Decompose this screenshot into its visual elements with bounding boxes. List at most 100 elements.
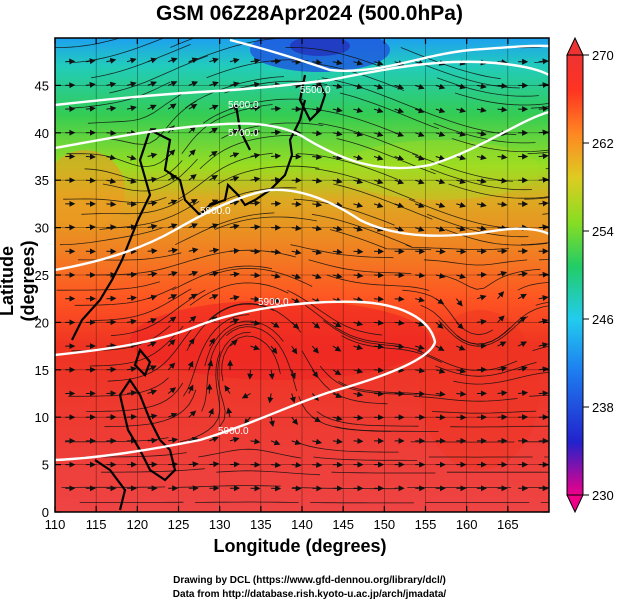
wind-vector	[435, 83, 446, 90]
wind-vector	[188, 337, 195, 347]
wind-vector	[332, 369, 342, 376]
height-contours	[55, 38, 549, 462]
contour-5500	[229, 38, 549, 72]
colorbar-tick-label: 254	[592, 224, 614, 239]
wind-vector	[497, 315, 505, 323]
colorbar-tick-label: 238	[592, 400, 614, 415]
colorbar-bottom-cap	[566, 494, 584, 514]
streamline	[196, 187, 297, 215]
x-tick-label: 135	[250, 517, 272, 532]
colorbar-top-cap	[566, 36, 584, 56]
wind-vector	[147, 104, 157, 111]
wind-vector	[268, 417, 275, 427]
wind-vector	[187, 360, 194, 371]
streamline	[110, 289, 206, 337]
wind-vector	[353, 296, 364, 303]
streamline	[298, 396, 392, 432]
wind-vector	[476, 154, 487, 161]
y-axis: 0 5 10 15 20 25 30 35 40 45	[35, 78, 549, 520]
wind-vector	[353, 202, 364, 208]
wind-vector	[270, 321, 280, 328]
wind-vector	[476, 201, 487, 208]
wind-vector	[497, 59, 508, 66]
streamline	[527, 151, 549, 155]
wind-vector	[332, 225, 343, 232]
wind-vector	[167, 103, 177, 110]
streamline	[107, 325, 195, 382]
streamline	[318, 122, 419, 156]
x-axis-title: Longitude (degrees)	[213, 536, 387, 556]
streamline	[305, 304, 402, 345]
wind-vector	[188, 199, 198, 205]
wind-vector	[229, 199, 240, 206]
wind-vector	[538, 342, 549, 349]
streamline	[186, 303, 275, 352]
streamline	[517, 282, 549, 291]
streamline	[339, 92, 439, 130]
wind-vector	[291, 416, 298, 426]
wind-vector	[456, 107, 467, 114]
wind-vector	[353, 367, 364, 374]
wind-vector	[353, 83, 364, 90]
wind-vector	[394, 226, 405, 232]
wind-vector	[456, 390, 467, 397]
wind-vector	[353, 130, 364, 137]
wind-vector	[147, 341, 157, 348]
wind-vector	[476, 294, 487, 301]
wind-vector	[167, 339, 176, 347]
wind-vector	[270, 439, 281, 446]
x-tick-label: 115	[86, 517, 107, 532]
wind-vector	[435, 107, 446, 114]
wind-vector	[415, 226, 425, 232]
wind-vector	[168, 81, 178, 87]
wind-vector	[291, 322, 300, 329]
credit-data-source: Data from http://database.rish.kyoto-u.a…	[172, 589, 447, 600]
wind-vector	[188, 270, 199, 277]
streamline	[454, 92, 549, 106]
streamline	[441, 268, 541, 290]
streamline	[402, 289, 493, 336]
wind-vector	[332, 106, 343, 113]
streamline	[450, 425, 549, 428]
streamline	[326, 274, 430, 291]
wind-vector	[209, 436, 219, 443]
wind-vector	[147, 57, 158, 64]
wind-vector	[241, 392, 251, 399]
chart-title: GSM 06Z28Apr2024 (500.0hPa)	[156, 2, 463, 25]
streamline	[216, 470, 321, 476]
contour-5800	[55, 188, 549, 272]
wind-vector	[497, 106, 508, 113]
contour-5900	[55, 300, 437, 462]
wind-vector	[456, 154, 467, 161]
wind-vector	[374, 296, 385, 303]
wind-vector	[415, 320, 425, 327]
streamline	[64, 437, 169, 443]
wind-vector	[435, 298, 445, 305]
streamline	[207, 302, 302, 333]
wind-vector	[373, 131, 384, 137]
wind-vector	[456, 83, 467, 90]
wind-vector	[229, 436, 240, 443]
wind-vector	[187, 384, 194, 394]
contour-label-5700: 5700.0	[228, 128, 259, 139]
streamline	[66, 153, 168, 168]
wind-vector	[188, 436, 199, 443]
y-tick-label: 20	[35, 315, 49, 330]
streamline	[551, 365, 619, 366]
streamline	[188, 38, 290, 63]
streamline	[316, 411, 419, 427]
streamline	[297, 153, 399, 180]
wind-vector	[250, 58, 261, 64]
wind-vector	[147, 248, 158, 255]
wind-vector	[538, 318, 549, 325]
wind-vector	[456, 273, 466, 279]
streamline	[198, 448, 301, 459]
wind-vector	[394, 178, 405, 185]
y-tick-label: 5	[42, 458, 49, 473]
wind-vector	[188, 149, 196, 157]
wind-vector	[517, 365, 528, 372]
wind-vector	[497, 270, 508, 277]
wind-vector	[209, 294, 219, 300]
wind-vector	[435, 225, 446, 232]
wind-vector	[208, 337, 216, 347]
